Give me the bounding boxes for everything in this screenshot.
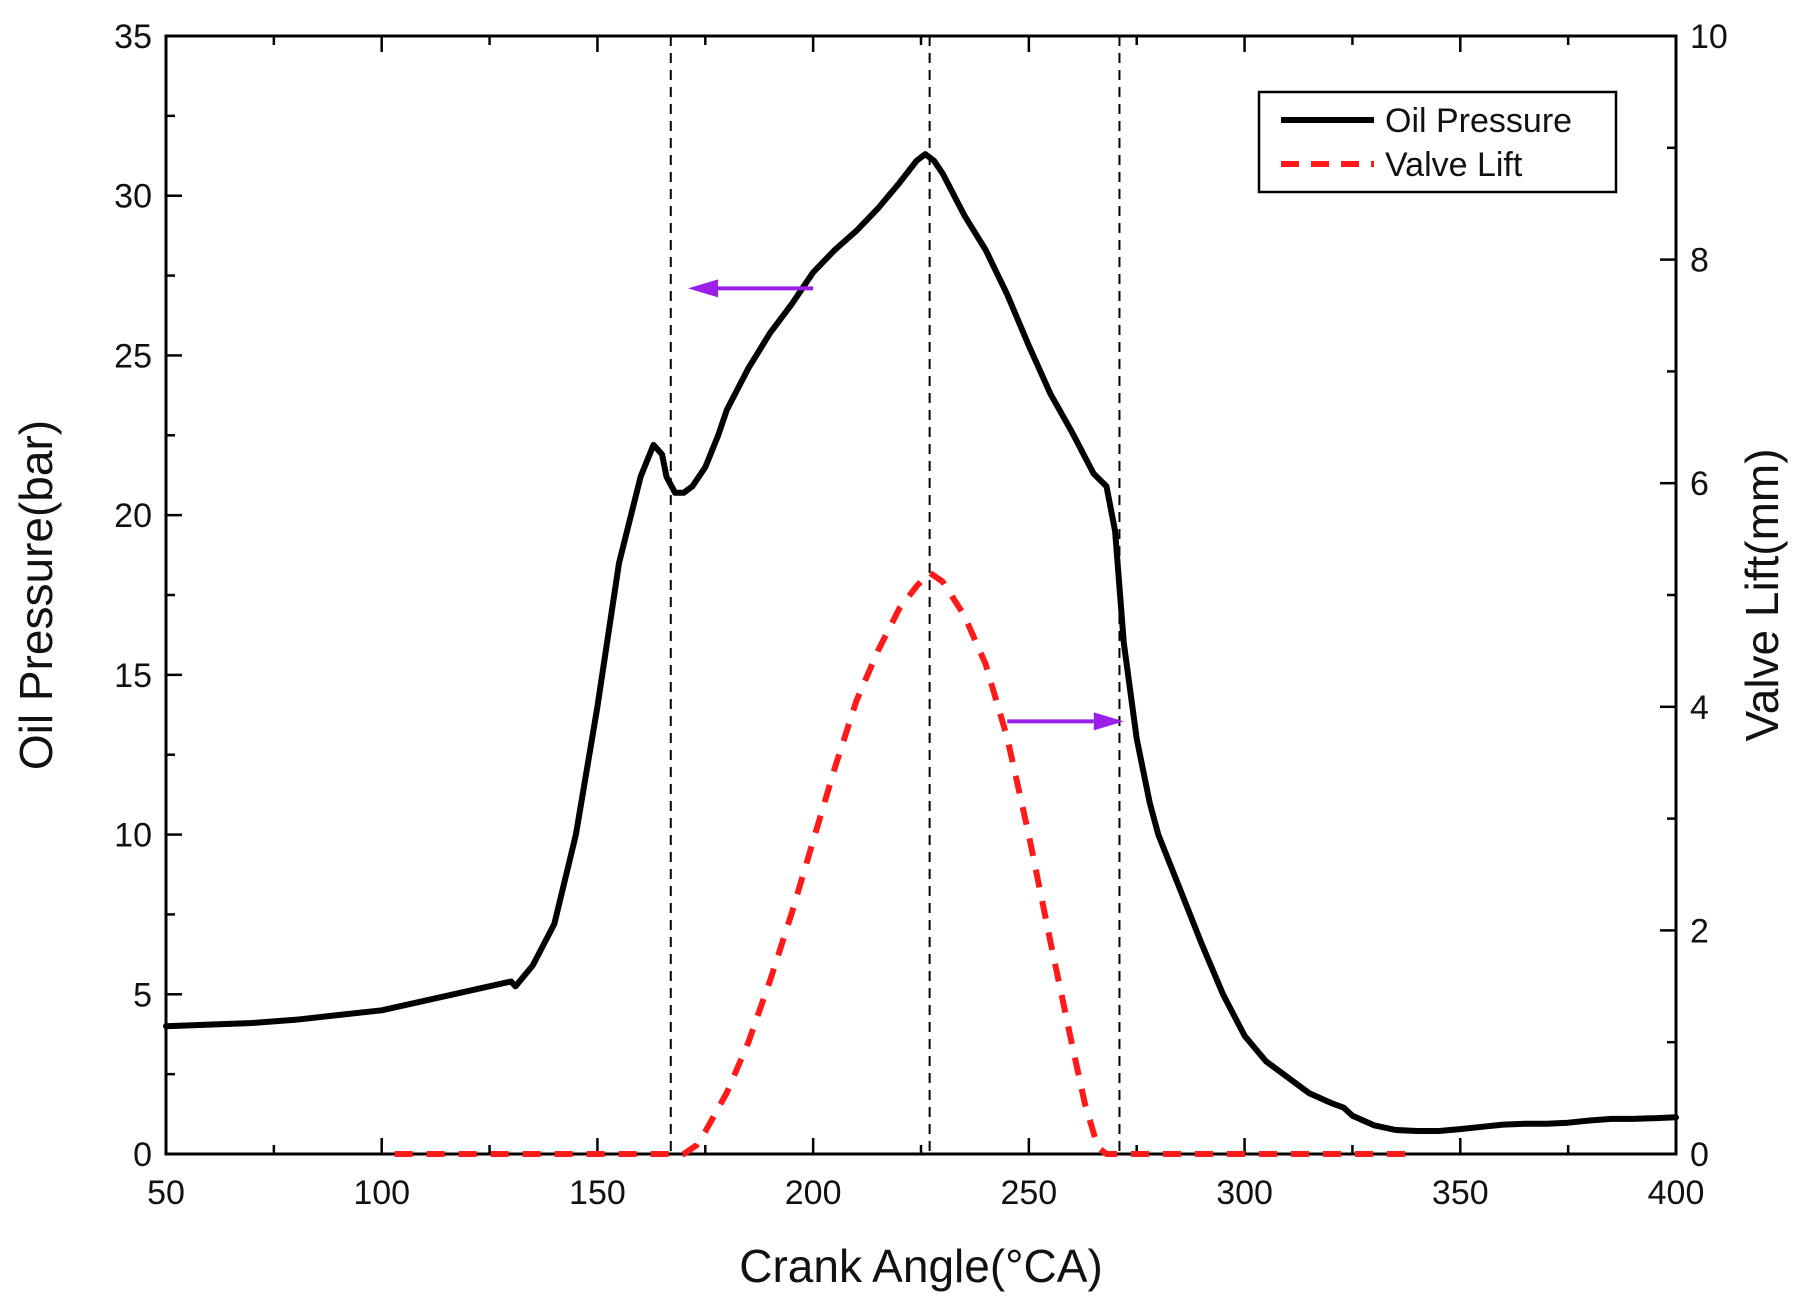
legend-box	[1257, 90, 1618, 194]
x-tick-label: 150	[569, 1174, 626, 1212]
x-tick-label: 250	[1000, 1174, 1057, 1212]
legend-label-valve-lift: Valve Lift	[1385, 146, 1523, 184]
x-tick-label: 400	[1648, 1174, 1705, 1212]
y-left-tick-label: 20	[114, 497, 152, 535]
oil-pressure-series-line	[163, 151, 1679, 1134]
y-left-tick-label: 5	[133, 976, 152, 1014]
legend: Oil Pressure Valve Lift	[1257, 90, 1618, 194]
axis-indicator-arrows	[688, 279, 1124, 731]
valve-lift-series-line	[394, 569, 1409, 1157]
y-right-tick-label: 6	[1690, 465, 1709, 503]
y-left-tick-label: 25	[114, 337, 152, 375]
x-tick-label: 200	[785, 1174, 842, 1212]
arrow-head	[1093, 712, 1124, 731]
y-right-tick-label: 10	[1690, 18, 1728, 56]
legend-label-oil-pressure: Oil Pressure	[1385, 102, 1572, 140]
y-right-tick-label: 4	[1690, 689, 1709, 727]
y-right-tick-label: 8	[1690, 242, 1709, 280]
y-axis-right-title: Valve Lift(mm)	[1736, 448, 1788, 741]
y-axis-left-title: Oil Pressure(bar)	[10, 420, 62, 770]
x-tick-label: 300	[1216, 1174, 1273, 1212]
arrow-head	[688, 279, 719, 298]
y-right-tick-label: 0	[1690, 1136, 1709, 1174]
x-tick-label: 50	[147, 1174, 185, 1212]
x-tick-label: 100	[353, 1174, 410, 1212]
y-left-tick-label: 10	[114, 817, 152, 855]
axis-ticks	[164, 34, 1678, 1156]
plot-frame	[164, 34, 1678, 1156]
y-left-tick-label: 15	[114, 657, 152, 695]
y-left-tick-label: 35	[114, 18, 152, 56]
reference-lines	[669, 36, 1121, 1154]
y-right-tick-label: 2	[1690, 912, 1709, 950]
axis-tick-labels: 50 100 150 200 250 300 350 40005101520253035024…	[114, 18, 1728, 1212]
y-left-tick-label: 30	[114, 178, 152, 216]
x-axis-title: Crank Angle(°CA)	[739, 1240, 1103, 1292]
x-tick-label: 350	[1432, 1174, 1489, 1212]
y-left-tick-label: 0	[133, 1136, 152, 1174]
